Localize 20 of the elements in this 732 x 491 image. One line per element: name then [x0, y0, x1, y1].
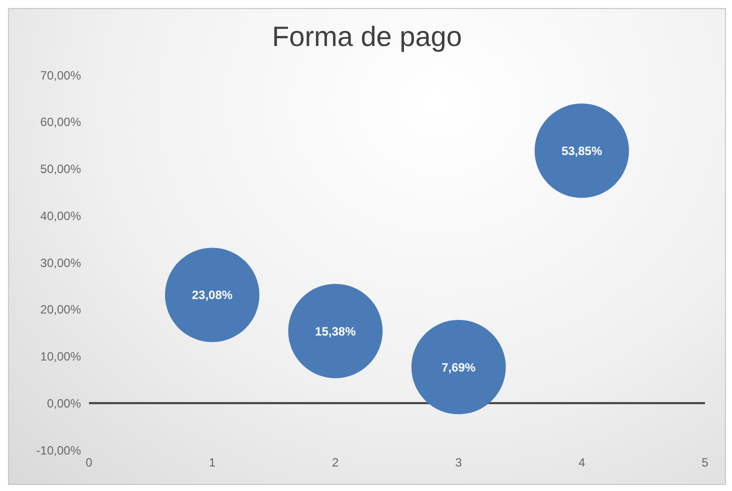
x-tick-label: 3 [455, 456, 462, 470]
y-tick-label: 30,00% [40, 256, 82, 270]
y-tick-label: 0,00% [46, 396, 82, 410]
y-tick-label: 40,00% [40, 208, 82, 223]
y-tick-label: -10,00% [36, 443, 82, 458]
data-label: 7,69% [442, 360, 476, 374]
chart-title: Forma de pago [271, 20, 463, 54]
data-label: 15,38% [315, 324, 356, 338]
data-label: 23,08% [192, 288, 233, 302]
x-tick-label: 1 [208, 456, 216, 470]
x-tick-label: 4 [578, 456, 586, 470]
y-tick-label: 50,00% [40, 162, 82, 176]
y-tick-label: 70,00% [40, 68, 82, 82]
y-tick-label: 20,00% [40, 302, 82, 317]
x-tick-label: 0 [86, 456, 93, 470]
y-tick-label: 10,00% [40, 350, 82, 364]
y-tick-label: 60,00% [40, 115, 82, 130]
x-tick-label: 2 [332, 456, 340, 470]
data-label: 53,85% [561, 144, 602, 158]
x-tick-label: 5 [702, 456, 709, 470]
